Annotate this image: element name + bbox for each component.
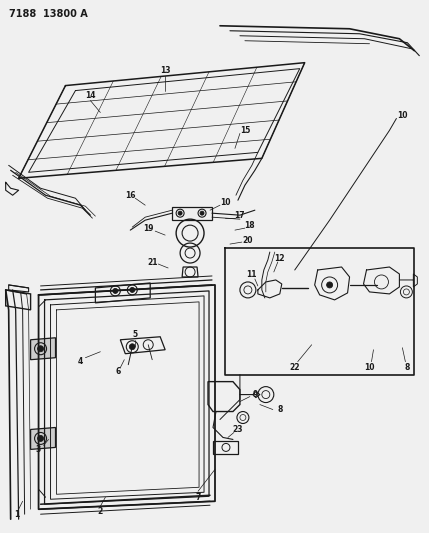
Text: 20: 20	[243, 236, 253, 245]
Polygon shape	[30, 338, 55, 360]
Text: 8: 8	[405, 363, 410, 372]
Circle shape	[326, 282, 332, 288]
Text: 15: 15	[240, 126, 250, 135]
Text: 8: 8	[277, 405, 282, 414]
Text: 7188  13800 A: 7188 13800 A	[9, 9, 88, 19]
Circle shape	[113, 288, 118, 293]
Circle shape	[130, 287, 135, 293]
Text: 5: 5	[133, 330, 138, 340]
Text: 10: 10	[397, 111, 408, 120]
Circle shape	[38, 435, 44, 441]
Text: 23: 23	[233, 425, 243, 434]
Text: 18: 18	[245, 221, 255, 230]
Text: 6: 6	[116, 367, 121, 376]
Text: 10: 10	[220, 198, 230, 207]
Text: 1: 1	[14, 510, 19, 519]
Text: 11: 11	[247, 270, 257, 279]
Text: 10: 10	[364, 363, 375, 372]
Circle shape	[129, 344, 135, 350]
Circle shape	[38, 346, 44, 352]
Text: 19: 19	[143, 224, 154, 232]
Text: 3: 3	[36, 445, 41, 454]
Text: 21: 21	[147, 257, 157, 266]
Text: 13: 13	[160, 66, 170, 75]
Text: 7: 7	[195, 492, 201, 502]
Text: 17: 17	[235, 211, 245, 220]
Text: 2: 2	[98, 507, 103, 516]
Text: 14: 14	[85, 91, 96, 100]
Text: 22: 22	[290, 363, 300, 372]
Text: 12: 12	[275, 254, 285, 263]
Text: 4: 4	[78, 357, 83, 366]
Circle shape	[178, 211, 182, 215]
Text: 16: 16	[125, 191, 136, 200]
Polygon shape	[30, 427, 55, 449]
Circle shape	[200, 211, 204, 215]
Text: 9: 9	[252, 390, 257, 399]
